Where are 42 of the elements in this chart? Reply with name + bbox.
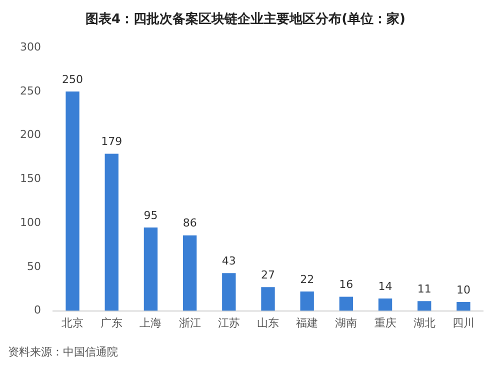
data-label: 43 (222, 254, 236, 268)
x-tick-label: 上海 (140, 316, 162, 330)
x-tick-label: 湖北 (413, 316, 436, 330)
x-tick-label: 湖南 (335, 316, 358, 330)
data-label: 16 (339, 278, 354, 292)
y-tick-label: 100 (20, 216, 41, 229)
chart-title: 图表4：四批次备案区块链企业主要地区分布(单位：家) (86, 11, 406, 28)
bar (261, 287, 275, 311)
data-label: 250 (62, 72, 84, 86)
bar (300, 292, 314, 311)
bar (339, 296, 354, 311)
bar (104, 154, 118, 311)
bar (418, 301, 432, 311)
y-tick-label: 0 (34, 304, 41, 317)
data-label: 27 (261, 268, 275, 282)
x-tick-label: 北京 (62, 316, 84, 330)
data-label: 179 (101, 135, 122, 148)
x-tick-label: 重庆 (374, 316, 396, 330)
x-tick-label: 广东 (100, 316, 123, 330)
bar (456, 302, 470, 311)
bar (66, 91, 80, 311)
bar (182, 235, 197, 311)
y-tick-label: 250 (20, 84, 41, 98)
x-tick-label: 山东 (257, 316, 279, 330)
bar (378, 298, 392, 311)
x-tick-label: 江苏 (218, 316, 240, 330)
data-label: 11 (417, 282, 432, 296)
data-label: 10 (456, 283, 470, 296)
bar (222, 273, 236, 311)
data-label: 14 (378, 280, 392, 293)
y-tick-label: 150 (20, 172, 41, 186)
y-tick-label: 200 (20, 128, 41, 142)
data-label: 22 (300, 272, 314, 286)
data-label: 95 (144, 208, 158, 222)
bar (144, 227, 158, 311)
x-tick-label: 四川 (452, 316, 474, 330)
data-label: 86 (182, 216, 197, 230)
x-tick-label: 浙江 (178, 316, 201, 330)
x-tick-label: 福建 (296, 316, 318, 330)
y-tick-label: 300 (20, 40, 41, 54)
y-tick-label: 50 (26, 260, 41, 273)
text: 资料来源：中国信通院 (8, 345, 118, 358)
